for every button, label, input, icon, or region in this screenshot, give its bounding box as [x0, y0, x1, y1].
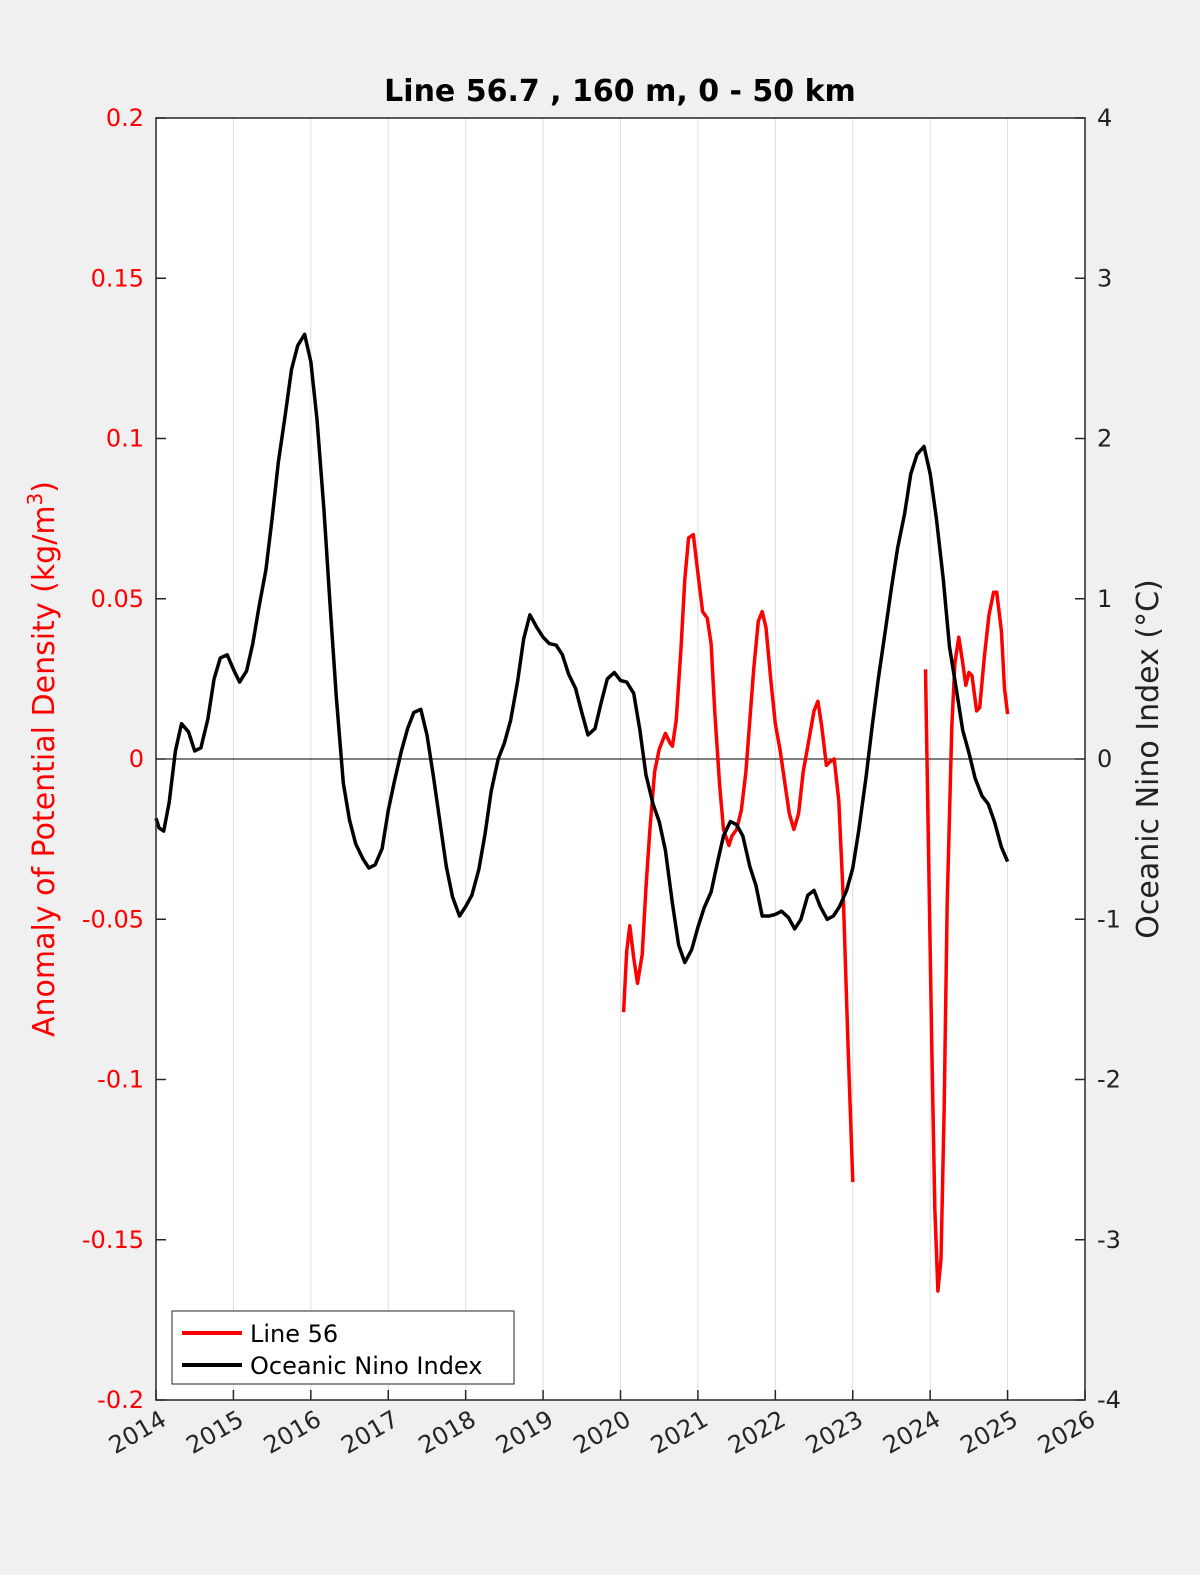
chart-title: Line 56.7 , 160 m, 0 - 50 km	[384, 74, 856, 109]
legend-label-line56: Line 56	[250, 1320, 338, 1348]
right-tick-label: 1	[1097, 585, 1112, 613]
left-tick-label: 0	[129, 745, 144, 773]
left-tick-label: 0.1	[106, 425, 144, 453]
right-tick-label: 2	[1097, 425, 1112, 453]
left-axis: 0.2 0.15 0.1 0.05 0 -0.05 -0.1 -0.15 -0.2	[82, 104, 166, 1414]
x-tick-label: 2017	[336, 1405, 403, 1460]
left-tick-label: -0.05	[82, 905, 144, 933]
x-tick-label: 2020	[569, 1405, 636, 1460]
line56-series-line	[923, 590, 1010, 1293]
left-tick-label: -0.2	[97, 1386, 144, 1414]
right-tick-label: 4	[1097, 104, 1112, 132]
line56-series-line	[621, 532, 855, 1183]
left-axis-label-main: Anomaly of Potential Density (kg/m	[27, 505, 62, 1037]
x-tick-label: 2019	[491, 1405, 558, 1460]
x-tick-label: 2025	[956, 1405, 1023, 1460]
right-tick-label: -3	[1097, 1226, 1121, 1254]
right-axis: 4 3 2 1 0 -1 -2 -3 -4	[1075, 104, 1121, 1414]
x-tick-label: 2016	[259, 1405, 326, 1460]
x-tick-label: 2024	[878, 1405, 945, 1460]
legend-box	[171, 1310, 515, 1385]
right-tick-label: 3	[1097, 264, 1112, 292]
right-tick-label: 0	[1097, 745, 1112, 773]
x-tick-label: 2021	[646, 1405, 713, 1460]
oni-series-line	[154, 332, 1010, 965]
legend-label-oni: Oceanic Nino Index	[250, 1352, 482, 1380]
right-axis-label: Oceanic Nino Index (°C)	[1131, 579, 1166, 939]
x-tick-label: 2026	[1033, 1405, 1100, 1460]
left-tick-label: 0.05	[91, 585, 144, 613]
right-tick-label: -1	[1097, 905, 1121, 933]
x-tick-label: 2015	[182, 1405, 249, 1460]
left-tick-label: -0.15	[82, 1226, 144, 1254]
series-layer	[154, 332, 1010, 1293]
left-tick-label: -0.1	[97, 1066, 144, 1094]
left-tick-label: 0.15	[91, 264, 144, 292]
left-tick-label: 0.2	[106, 104, 144, 132]
left-axis-label-close: )	[27, 481, 62, 493]
x-tick-label: 2018	[414, 1405, 481, 1460]
right-tick-label: -4	[1097, 1386, 1121, 1414]
legend: Line 56 Oceanic Nino Index	[171, 1310, 515, 1385]
right-tick-label: -2	[1097, 1066, 1121, 1094]
left-axis-label-superscript: 3	[23, 493, 47, 506]
left-axis-label: Anomaly of Potential Density (kg/m3)	[23, 481, 62, 1037]
x-tick-label: 2022	[723, 1405, 790, 1460]
x-tick-label: 2023	[801, 1405, 868, 1460]
